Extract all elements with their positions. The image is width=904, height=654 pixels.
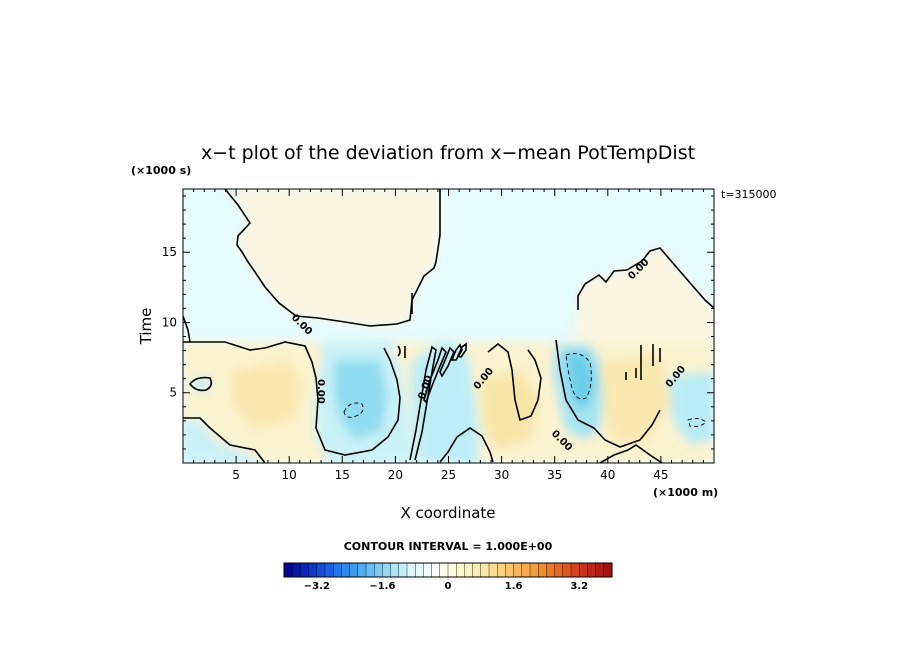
colorbar-cell [546,562,556,578]
contour-edge-left [183,315,191,343]
colorbar-cell [439,562,449,578]
zero-contours [183,189,714,463]
region-cool-right-edge [668,372,714,445]
x-tick-label: 20 [388,468,403,482]
contour-left-blob [188,376,213,392]
colorbar-cell [595,562,605,578]
y-axis-label: Time [137,308,155,346]
colorbar-cell [480,562,490,578]
contour-label: 0.00 [315,379,326,404]
contour-filament-5 [456,342,467,358]
x-unit-label: (×1000 m) [653,486,718,499]
y-tick-label: 15 [162,245,177,259]
colorbar-cell [488,562,498,578]
colorbar-cell [406,562,416,578]
colorbar-cell [505,562,515,578]
colorbar-cell [513,562,523,578]
contour-left-bottom [183,417,266,463]
contour-small-bar-3 [397,345,401,357]
x-axis-label: X coordinate [400,504,495,522]
colorbar-cell [283,562,293,578]
plot-area: 0.00 0.00 0.00 0.00 0.00 0.00 0.00 [183,189,714,463]
colorbar-frame [283,562,613,578]
contour-center-2 [487,342,542,422]
x-tick-label: 25 [441,468,456,482]
y-tick-label: 10 [162,315,177,329]
colorbar-cell [365,562,375,578]
colorbar-cell [472,562,482,578]
negative-contours [343,353,707,427]
region-warm-center-core [480,370,540,450]
colorbar-cell [587,562,597,578]
x-tick-label: 30 [494,468,509,482]
colorbar-cell [308,562,318,578]
contour-neg-37 [565,353,592,400]
colorbar-tick-label: 3.2 [570,581,588,592]
x-tick-label: 5 [232,468,240,482]
colorbar-tick-label: 1.6 [505,581,523,592]
colorbar-cell [497,562,506,578]
colorbar-cell [390,562,400,578]
colorbar-cell [570,562,580,578]
region-upper-left-warm [225,189,440,326]
colorbar-tick-label: 0 [445,581,452,592]
chart-title: x−t plot of the deviation from x−mean Po… [201,142,695,164]
colorbar-cell [603,562,613,578]
colorbar-cell [554,562,564,578]
axes: 5 10 15 20 25 30 35 40 45 5 10 15 [162,189,714,482]
contour-filament-1 [409,345,437,461]
contour-filament-2 [423,346,447,404]
x-tick-label: 35 [547,468,562,482]
contour-lower-left [183,341,401,456]
colorbar-cell [431,562,441,578]
contour-center [439,427,494,463]
region-cool-left-bottom [183,420,265,463]
colorbar-cell [447,562,457,578]
colorbar-cell [382,562,392,578]
region-warm-left-core [230,360,305,430]
contour-right-low [599,444,663,463]
colorbar-cell [529,562,539,578]
region-cool-15-core [333,360,388,440]
colorbar-cell [292,562,301,578]
contour-upper-right [577,247,714,310]
colorbar-cell [341,562,351,578]
contour-right-center [555,339,661,448]
colorbar-cell [357,562,367,578]
region-cool-36-core [565,352,596,410]
y-unit-label: (×1000 s) [131,164,191,177]
colorbar-cell [333,562,342,578]
colorbar-cell [521,562,531,578]
contour-interval-label: CONTOUR INTERVAL = 1.000E+00 [344,540,553,553]
colorbar-cell [374,562,383,578]
colorbar-cell [316,562,326,578]
colorbar-cell [456,562,465,578]
colorbar-cell [300,562,310,578]
colorbar-tick-label: −1.6 [369,581,395,592]
colorbar: −3.2 −1.6 0 1.6 3.2 [283,562,613,592]
colorbar-cell [398,562,408,578]
colorbar-cell [579,562,588,578]
colorbar-cell [562,562,572,578]
colorbar-cell [415,562,424,578]
colorbar-tick-label: −3.2 [304,581,330,592]
time-stamp: t=315000 [721,188,777,201]
contour-upper-left [224,189,319,319]
x-tick-label: 40 [600,468,615,482]
colorbar-cell [324,562,334,578]
colorbar-cell [423,562,433,578]
contour-neg-15 [343,402,364,418]
x-tick-label: 15 [335,468,350,482]
colorbar-cell [349,562,359,578]
contour-filament-3 [439,346,455,378]
x-tick-label: 10 [282,468,297,482]
colorbar-cell [538,562,547,578]
y-tick-label: 5 [169,386,177,400]
x-tick-label: 45 [653,468,668,482]
colorbar-cell [464,562,474,578]
